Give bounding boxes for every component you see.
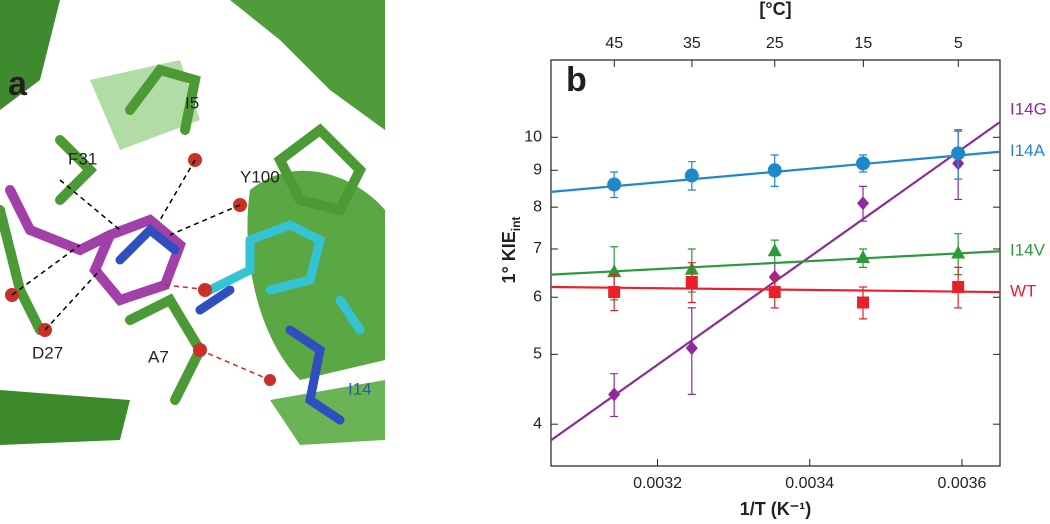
- marker: [767, 243, 782, 257]
- x-tick-label: 0.0036: [937, 475, 986, 492]
- residue-label: A7: [148, 347, 169, 366]
- y-tick-label: 9: [533, 162, 542, 179]
- marker: [856, 156, 871, 171]
- plot-frame: [550, 59, 1001, 467]
- marker: [952, 280, 965, 293]
- series-label: I14G: [1010, 100, 1047, 119]
- x2-tick-label: 35: [683, 35, 701, 52]
- marker: [685, 275, 698, 288]
- residue-label: Y100: [240, 167, 280, 186]
- residue-label: D27: [32, 343, 63, 362]
- y-axis-label-main: 1° KIE: [499, 231, 519, 283]
- marker: [951, 146, 966, 161]
- panel-letter: a: [8, 65, 28, 103]
- x-axis-label: 1/T (K⁻¹): [740, 499, 812, 519]
- y-tick-label: 6: [533, 288, 542, 305]
- x-tick-label: 0.0032: [633, 475, 682, 492]
- y-axis-label: 1° KIEint: [499, 217, 523, 284]
- y-tick-label: 7: [533, 240, 542, 257]
- plot-area: [551, 121, 1000, 442]
- y-tick-label: 8: [533, 198, 542, 215]
- x2-tick-label: 45: [605, 35, 623, 52]
- marker: [685, 341, 698, 356]
- series-label: WT: [1010, 282, 1036, 301]
- y-tick-label: 4: [533, 415, 542, 432]
- marker: [607, 177, 622, 192]
- marker: [608, 286, 621, 299]
- x2-axis-label: [°C]: [759, 0, 791, 19]
- x2-tick-label: 15: [854, 35, 872, 52]
- y-axis-label-sub: int: [509, 217, 523, 232]
- series-label: I14A: [1010, 141, 1046, 160]
- marker: [608, 387, 621, 402]
- marker: [857, 196, 870, 211]
- y-tick-label: 5: [533, 346, 542, 363]
- marker: [684, 168, 699, 183]
- marker: [857, 296, 870, 309]
- marker: [856, 250, 871, 264]
- residue-label: I14: [348, 379, 372, 398]
- structure-image: [0, 0, 385, 460]
- marker: [951, 245, 966, 259]
- y-tick-label: 10: [524, 129, 542, 146]
- x2-tick-label: 25: [766, 35, 784, 52]
- marker: [767, 163, 782, 178]
- residue-label: F31: [68, 149, 97, 168]
- marker: [768, 286, 781, 299]
- x-tick-label: 0.0034: [785, 475, 834, 492]
- series-label: I14V: [1010, 241, 1046, 260]
- x2-tick-label: 5: [954, 35, 963, 52]
- panel-letter: b: [566, 61, 587, 99]
- residue-label: I5: [185, 93, 199, 112]
- marker: [607, 264, 622, 278]
